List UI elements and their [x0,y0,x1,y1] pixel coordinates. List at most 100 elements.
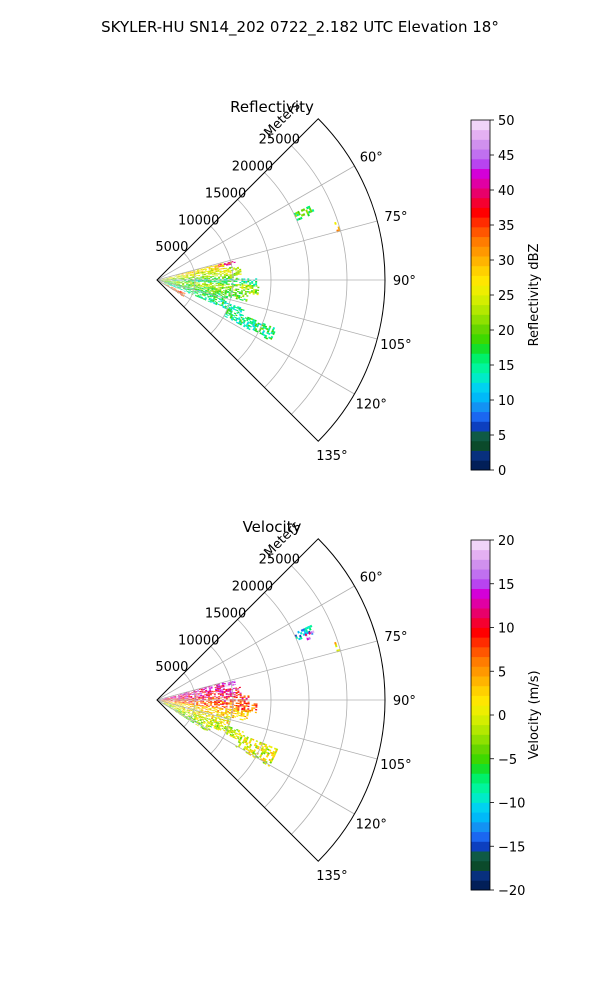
echo-cell [207,692,210,694]
echo-cell [204,713,207,715]
echo-cell [204,694,206,696]
echo-cell [179,712,182,714]
echo-cell [195,718,198,721]
colorbar-swatch [471,617,490,628]
echo-cell [170,697,173,698]
echo-cell [186,698,189,699]
echo-cell [206,294,209,296]
echo-cell [164,281,167,282]
echo-cell [209,715,212,717]
echo-cell [188,697,191,699]
echo-cell [267,328,271,331]
echo-cell [256,323,260,327]
echo-cell [195,271,198,272]
echo-cell [245,282,248,284]
echo-cell [223,702,226,704]
echo-cell [191,271,194,273]
echo-cell [225,733,228,735]
echo-cell [251,709,254,712]
echo-cell [192,283,195,284]
echo-cell [221,695,224,697]
echo-cell [185,693,188,694]
echo-cell [265,746,269,749]
echo-cell [227,312,230,314]
echo-cell [210,713,213,715]
reflectivity-panel: Reflectivity 50001000015000200002500060°… [155,98,542,479]
echo-cell [235,702,238,704]
echo-cell [221,708,224,710]
echo-cell [237,270,240,272]
echo-cell [201,287,204,289]
echo-cell [210,269,213,271]
echo-cell [219,286,222,288]
echo-cell [239,310,242,313]
colorbar-tick-label: 0 [498,464,506,479]
echo-cell [233,272,236,275]
echo-cell [201,721,203,724]
echo-cell [164,282,166,284]
echo-cell [252,318,255,321]
echo-cell [217,689,220,691]
echo-cell [255,703,258,705]
echo-cell [225,296,228,299]
echo-cell [225,280,228,282]
echo-cell [219,689,222,691]
echo-cell [211,271,214,273]
echo-cell [220,299,223,302]
echo-cell [195,280,198,281]
echo-cell [205,715,208,717]
echo-cell [295,211,299,215]
echo-cell [235,735,238,738]
echo-cell [298,217,301,221]
echo-cell [223,701,226,703]
echo-cell [221,724,224,727]
echo-cell [196,284,199,285]
echo-cell [202,275,205,277]
echo-cell [225,696,228,698]
echo-cell [184,289,187,291]
echo-cell [268,336,271,339]
colorbar-swatch [471,158,490,170]
echo-cell [223,700,226,702]
echo-cell [205,691,208,692]
echo-cell [189,287,192,289]
echo-cell [241,299,244,301]
echo-cell [254,328,258,331]
echo-cell [262,757,265,760]
echo-cell [209,704,212,706]
echo-cell [263,752,266,755]
echo-cell [202,688,205,690]
echo-cell [187,273,190,275]
echo-cell [215,302,218,305]
range-tick-label: 15000 [205,186,246,201]
echo-cell [181,711,184,713]
echo-cell [200,698,203,699]
echo-cell [190,284,193,285]
echo-cell [197,273,200,274]
echo-cell [198,296,201,298]
echo-cell [260,748,263,752]
echo-cell [183,705,186,706]
echo-cell [207,281,210,283]
echo-cell [198,290,201,292]
echo-cell [213,707,216,709]
echo-cell [209,270,212,272]
echo-cell [181,707,184,709]
echo-cell [171,706,173,708]
echo-cell [164,282,167,284]
echo-cell [197,715,200,717]
azimuth-gridline [156,699,355,815]
colorbar-swatch [471,646,490,658]
echo-cell [169,284,172,286]
echo-cell [223,719,226,721]
echo-cell [197,272,200,274]
echo-cell [194,712,197,714]
echo-cell [233,284,236,286]
echo-cell [191,288,194,289]
echo-cell [186,711,189,713]
echo-cell [237,291,240,293]
echo-cell [221,704,224,706]
echo-cell [200,297,203,299]
echo-cell [186,284,189,286]
echo-cell [179,705,182,707]
